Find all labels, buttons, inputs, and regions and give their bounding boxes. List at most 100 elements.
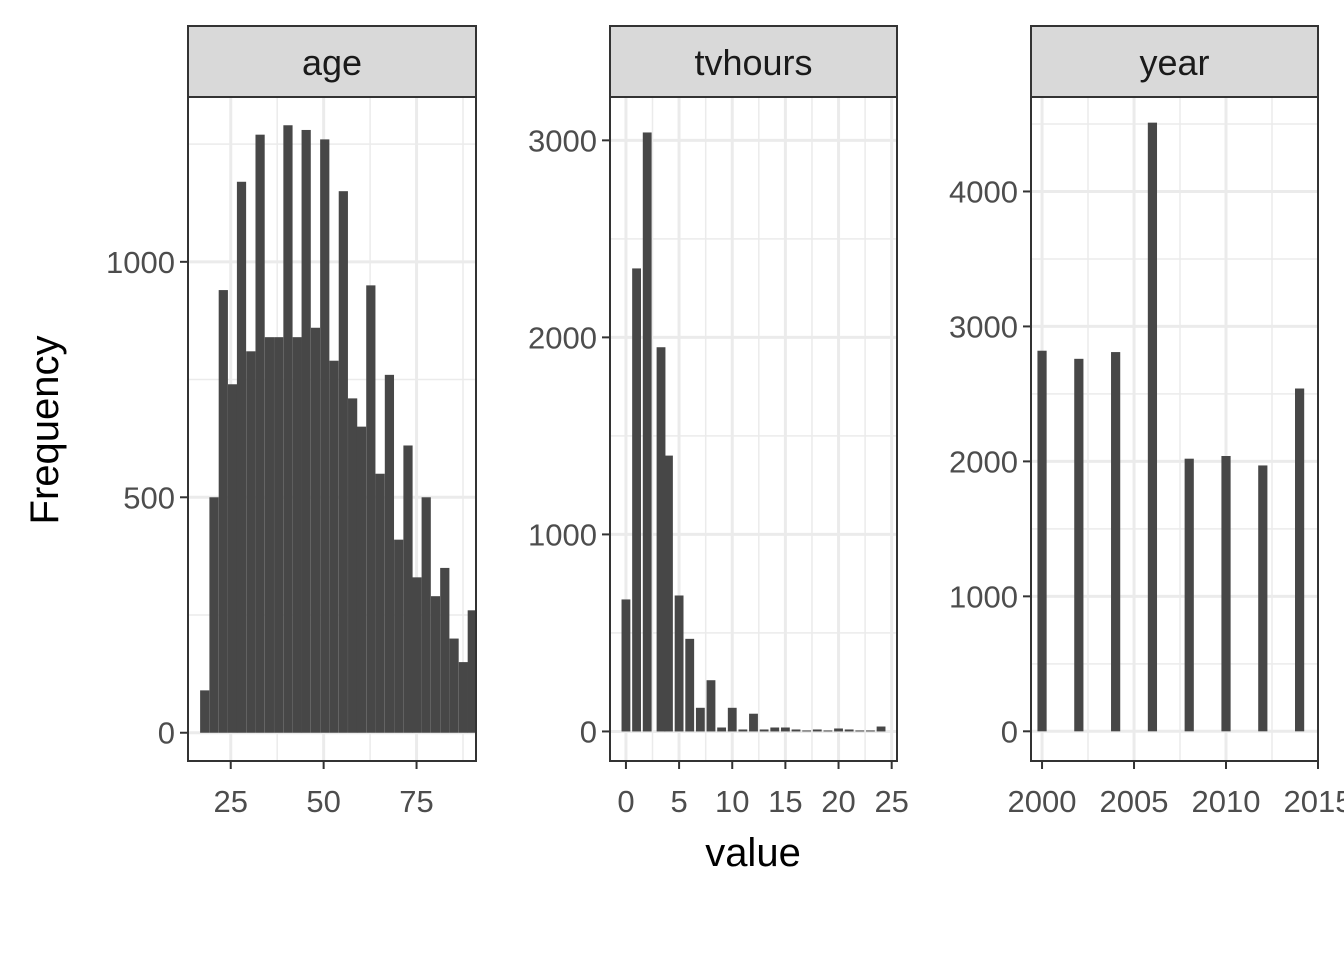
histogram-bar-age-26 [440, 567, 450, 733]
histogram-bar-age-27 [449, 638, 459, 733]
histogram-bar-tvhours-11 [727, 707, 737, 732]
histogram-bar-tvhours-17 [791, 729, 801, 732]
histogram-bar-age-1 [209, 497, 219, 733]
x-axis-title: value [705, 831, 801, 875]
y-tick-label: 500 [123, 480, 175, 515]
y-tick-label: 1000 [949, 579, 1018, 614]
x-tick-label: 2000 [1008, 784, 1077, 819]
histogram-bar-age-23 [412, 577, 422, 733]
facet-strip-label: age [302, 42, 362, 83]
y-tick-label: 3000 [949, 309, 1018, 344]
x-tick-label: 10 [715, 784, 749, 819]
histogram-bar-tvhours-1 [632, 268, 641, 732]
histogram-bar-age-14 [329, 360, 339, 733]
histogram-bar-tvhours-8 [695, 707, 705, 732]
histogram-bar-age-4 [236, 181, 247, 733]
histogram-bar-age-24 [421, 497, 431, 733]
histogram-bar-tvhours-10 [717, 727, 727, 732]
histogram-bar-age-10 [292, 337, 302, 733]
histogram-bar-age-16 [348, 398, 358, 733]
histogram-bar-tvhours-13 [749, 713, 758, 732]
histogram-bar-tvhours-4 [656, 347, 666, 732]
histogram-bar-age-20 [384, 374, 395, 733]
x-tick-label: 25 [874, 784, 908, 819]
histogram-bar-tvhours-18 [802, 730, 812, 732]
histogram-bar-age-11 [301, 129, 311, 733]
x-tick-label: 2010 [1192, 784, 1261, 819]
y-tick-label: 2000 [528, 320, 597, 355]
histogram-bar-age-19 [375, 473, 385, 733]
histogram-bar-tvhours-19 [812, 729, 822, 732]
histogram-bar-year-3 [1147, 122, 1158, 732]
histogram-bar-age-5 [246, 351, 256, 733]
histogram-bar-age-13 [320, 139, 330, 733]
histogram-bar-age-28 [458, 662, 468, 733]
histogram-bar-year-4 [1184, 458, 1194, 732]
y-tick-label: 4000 [949, 174, 1018, 209]
histogram-bar-age-0 [200, 690, 210, 733]
x-tick-label: 20 [821, 784, 855, 819]
panel-age: age 25 50 75 0 500 1000 [106, 25, 477, 819]
histogram-bar-tvhours-22 [844, 729, 854, 732]
histogram-bar-age-8 [274, 337, 284, 733]
y-tick-label: 0 [158, 716, 175, 751]
y-tick-label: 2000 [949, 444, 1018, 479]
y-tick-label: 1000 [106, 245, 175, 280]
histogram-bar-age-25 [430, 596, 441, 733]
histogram-bar-age-22 [403, 445, 413, 733]
y-tick-label: 3000 [528, 123, 597, 158]
histogram-bar-tvhours-2 [642, 132, 652, 732]
y-tick-label: 0 [1001, 714, 1018, 749]
histogram-bar-age-17 [356, 426, 367, 733]
histogram-bar-tvhours-21 [834, 728, 843, 732]
histogram-bar-tvhours-15 [770, 727, 780, 732]
histogram-bar-tvhours-6 [674, 595, 684, 732]
histogram-bar-age-3 [227, 384, 238, 733]
histogram-bar-age-7 [264, 337, 274, 733]
histogram-bar-age-15 [338, 191, 348, 733]
facet-strip [609, 25, 898, 98]
histogram-bar-tvhours-12 [738, 729, 748, 732]
y-tick-label: 1000 [528, 517, 597, 552]
histogram-bar-year-0 [1037, 350, 1047, 732]
histogram-bar-tvhours-24 [866, 730, 875, 732]
panels: age 25 50 75 0 500 1000 tvhours 0 5 10 15 20 25 0 1000 2… [106, 25, 1344, 819]
histogram-bar-age-6 [255, 134, 265, 733]
histogram-bar-age-9 [283, 125, 293, 733]
x-tick-label: 15 [768, 784, 802, 819]
histogram-bar-tvhours-16 [780, 727, 790, 732]
histogram-bar-age-29 [467, 610, 477, 733]
facet-strip-label: year [1139, 42, 1209, 83]
panel-year: year 2000 2005 2010 2015 0 1000 2000 3000 4000 [949, 25, 1344, 819]
x-tick-label: 0 [617, 784, 634, 819]
x-tick-label: 75 [399, 784, 433, 819]
histogram-bar-tvhours-0 [621, 599, 631, 732]
x-tick-label: 2015 [1284, 784, 1344, 819]
panel-background [1031, 97, 1318, 761]
histogram-bar-tvhours-25 [876, 726, 886, 732]
histogram-bar-tvhours-5 [664, 455, 673, 732]
histogram-bar-tvhours-9 [706, 680, 716, 732]
histogram-bar-year-1 [1074, 358, 1084, 732]
histogram-bar-year-7 [1295, 388, 1305, 732]
histogram-bar-age-18 [366, 285, 376, 733]
histogram-bar-age-2 [218, 290, 228, 733]
y-axis-title: Frequency [23, 336, 67, 525]
histogram-bar-age-12 [310, 327, 321, 733]
histogram-bar-tvhours-14 [759, 729, 769, 732]
x-tick-label: 5 [670, 784, 687, 819]
x-tick-label: 50 [306, 784, 340, 819]
y-tick-label: 0 [580, 714, 597, 749]
panel-tvhours: tvhours 0 5 10 15 20 25 0 1000 2000 3000 [528, 25, 909, 819]
histogram-bar-tvhours-7 [685, 638, 695, 732]
facet-strip [187, 25, 477, 98]
x-tick-label: 25 [213, 784, 247, 819]
histogram-bar-year-2 [1111, 352, 1121, 732]
histogram-bar-tvhours-20 [823, 730, 833, 732]
histogram-bar-year-5 [1221, 455, 1231, 732]
facet-strip [1030, 25, 1319, 98]
facet-strip-label: tvhours [694, 42, 812, 83]
histogram-bar-age-21 [394, 539, 404, 733]
histogram-bar-tvhours-23 [855, 730, 865, 732]
